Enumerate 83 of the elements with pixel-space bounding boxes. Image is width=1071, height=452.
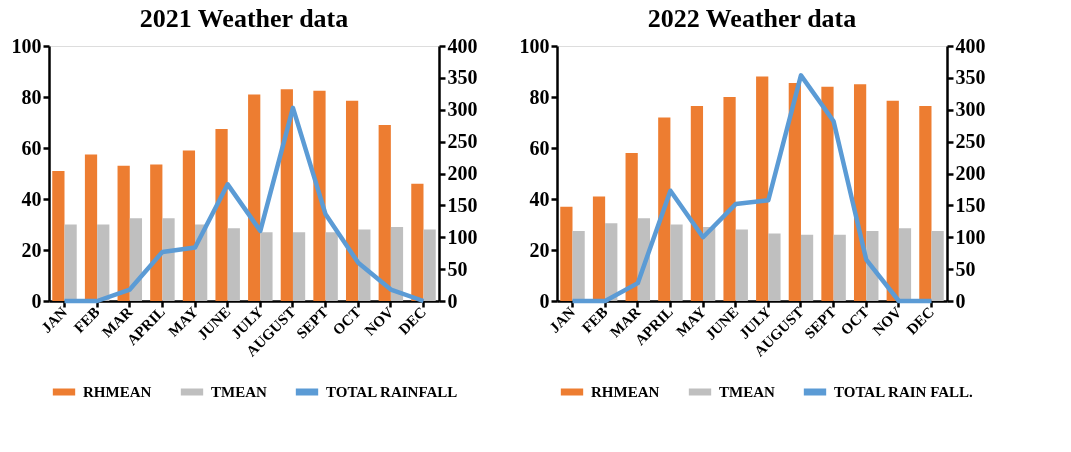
bar — [215, 128, 228, 301]
bar — [411, 183, 424, 301]
legend-label: RHMEAN — [83, 384, 152, 400]
bar — [625, 153, 638, 301]
bar — [931, 230, 944, 301]
legend-label: TOTAL RAIN FALL. — [834, 384, 974, 400]
y2-tick-label: 0 — [955, 289, 966, 312]
y2-tick-label: 250 — [955, 130, 986, 153]
y-tick-label: 100 — [11, 34, 42, 57]
bar — [227, 228, 240, 301]
bar — [690, 105, 704, 301]
bar — [292, 232, 306, 301]
bar — [800, 234, 814, 301]
bar — [97, 224, 110, 301]
y-tick-label: 60 — [529, 136, 550, 159]
y2-tick-label: 0 — [447, 289, 458, 312]
line-series — [570, 73, 934, 304]
bar — [605, 223, 618, 301]
bar — [64, 224, 77, 301]
bar — [390, 227, 404, 301]
bar — [821, 86, 834, 301]
legend-label: TMEAN — [211, 384, 267, 400]
bar — [260, 232, 273, 301]
y2-tick-label: 200 — [447, 162, 478, 184]
chart-title: 2022 Weather data — [647, 4, 857, 33]
y-tick-label: 20 — [529, 238, 550, 261]
y2-tick-label: 350 — [955, 66, 986, 89]
y2-tick-label: 400 — [955, 34, 986, 57]
y-tick-label: 80 — [529, 85, 550, 108]
y2-tick-label: 250 — [447, 130, 478, 153]
bar — [52, 170, 65, 301]
y2-tick-label: 350 — [447, 66, 478, 89]
y-tick-label: 80 — [21, 85, 42, 108]
chart-title: 2021 Weather data — [139, 4, 349, 33]
bar — [592, 196, 606, 301]
y2-tick-label: 100 — [955, 225, 986, 248]
bar — [248, 94, 261, 301]
bar — [833, 234, 846, 301]
bar — [723, 97, 736, 301]
bar — [670, 224, 683, 301]
y-tick-label: 100 — [519, 34, 550, 57]
bar — [886, 100, 899, 301]
bar — [150, 164, 163, 301]
bar — [788, 82, 801, 301]
bar — [658, 117, 671, 301]
bar — [162, 218, 175, 301]
bar — [756, 76, 769, 301]
y2-tick-label: 150 — [447, 193, 478, 216]
y2-tick-label: 200 — [955, 162, 986, 184]
y2-tick-label: 150 — [955, 193, 986, 216]
y-tick-label: 40 — [529, 187, 550, 210]
y-tick-label: 0 — [31, 289, 42, 312]
bar — [919, 105, 932, 301]
y-tick-label: 20 — [21, 238, 42, 261]
y2-tick-label: 400 — [447, 34, 478, 57]
bar — [378, 125, 391, 301]
bar — [768, 233, 781, 301]
bar — [572, 230, 585, 301]
line-series — [62, 105, 426, 304]
y-tick-label: 60 — [21, 136, 42, 159]
legend-label: TOTAL RAINFALL — [326, 384, 458, 400]
bar — [325, 232, 338, 301]
bar — [182, 150, 196, 301]
y-tick-label: 40 — [21, 187, 42, 210]
bar — [84, 154, 98, 301]
y2-tick-label: 300 — [447, 98, 478, 121]
bar — [703, 227, 716, 301]
legend-label: TMEAN — [719, 384, 775, 400]
y2-tick-label: 300 — [955, 98, 986, 121]
bar — [345, 100, 359, 301]
y2-tick-label: 50 — [955, 257, 976, 280]
bar — [423, 229, 436, 301]
bar — [129, 218, 143, 301]
y2-tick-label: 100 — [447, 225, 478, 248]
bar — [560, 206, 573, 301]
y2-tick-label: 50 — [447, 257, 468, 280]
bar — [735, 229, 748, 301]
bar — [898, 228, 912, 301]
bar — [280, 89, 293, 301]
y-tick-label: 0 — [539, 289, 550, 312]
bar — [313, 90, 326, 301]
legend-label: RHMEAN — [591, 384, 660, 400]
bar — [117, 165, 130, 301]
